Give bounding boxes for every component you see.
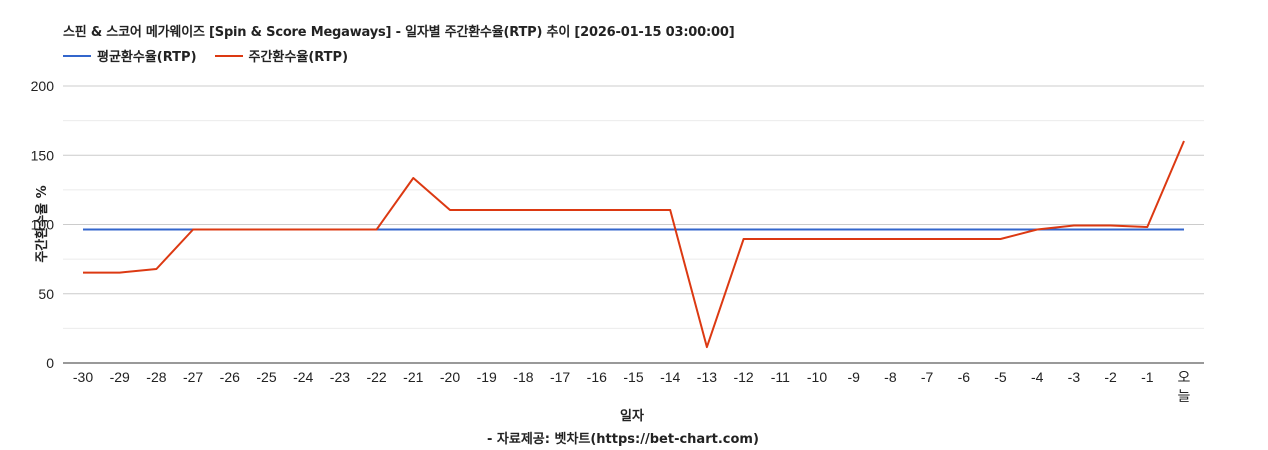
x-tick-label: -17 — [550, 369, 570, 385]
x-tick-label: -23 — [330, 369, 350, 385]
x-tick-label: -29 — [110, 369, 130, 385]
chart-title: 스핀 & 스코어 메가웨이즈 [Spin & Score Megaways] -… — [63, 25, 735, 40]
x-tick-label: -27 — [183, 369, 203, 385]
legend-swatch-red-icon — [214, 54, 243, 57]
legend-label: 평균환수율(RTP) — [97, 50, 197, 65]
y-axis-title: 주간환수율 % — [34, 185, 50, 262]
x-tick-label: -15 — [623, 369, 643, 385]
x-tick-label: -1 — [1141, 369, 1154, 385]
x-tick-label: -18 — [513, 369, 533, 385]
x-tick-label: 늘 — [1178, 388, 1191, 404]
x-tick-label: -21 — [403, 369, 423, 385]
x-tick-label: -13 — [697, 369, 717, 385]
x-tick-label: -14 — [660, 369, 680, 385]
x-tick-label: -19 — [477, 369, 497, 385]
x-tick-label: -30 — [73, 369, 93, 385]
x-tick-label: -8 — [884, 369, 897, 385]
y-tick-label: 100 — [31, 217, 55, 233]
x-tick-label: -3 — [1068, 369, 1081, 385]
x-tick-label: -12 — [733, 369, 753, 385]
x-tick-label: -4 — [1031, 369, 1044, 385]
x-tick-label: -5 — [994, 369, 1007, 385]
x-tick-label: -26 — [220, 369, 240, 385]
x-tick-label: 오 — [1178, 369, 1191, 385]
x-tick-label: -2 — [1104, 369, 1117, 385]
x-tick-label: -20 — [440, 369, 460, 385]
legend-item-average-rtp[interactable]: 평균환수율(RTP) — [63, 46, 197, 65]
x-tick-label: -10 — [807, 369, 827, 385]
source-credit: - 자료제공: 벳차트(https://bet-chart.com) — [487, 432, 759, 447]
x-tick-label: -7 — [921, 369, 934, 385]
x-tick-label: -22 — [366, 369, 386, 385]
weekly-rtp-line — [83, 140, 1185, 349]
legend-item-weekly-rtp[interactable]: 주간환수율(RTP) — [214, 46, 349, 65]
y-tick-label: 50 — [38, 286, 54, 302]
x-tick-label: -25 — [256, 369, 276, 385]
x-tick-label: -6 — [958, 369, 971, 385]
legend-label: 주간환수율(RTP) — [248, 50, 349, 65]
y-tick-label: 150 — [31, 147, 55, 163]
legend: 평균환수율(RTP) 주간환수율(RTP) — [63, 46, 366, 65]
x-tick-label: -24 — [293, 369, 313, 385]
y-tick-label: 0 — [46, 355, 54, 371]
legend-swatch-blue-icon — [63, 54, 91, 57]
x-tick-label: -28 — [146, 369, 166, 385]
x-tick-label: -11 — [771, 369, 790, 385]
y-tick-label: 200 — [31, 78, 55, 94]
x-tick-label: -9 — [847, 369, 860, 385]
x-tick-label: -16 — [587, 369, 607, 385]
